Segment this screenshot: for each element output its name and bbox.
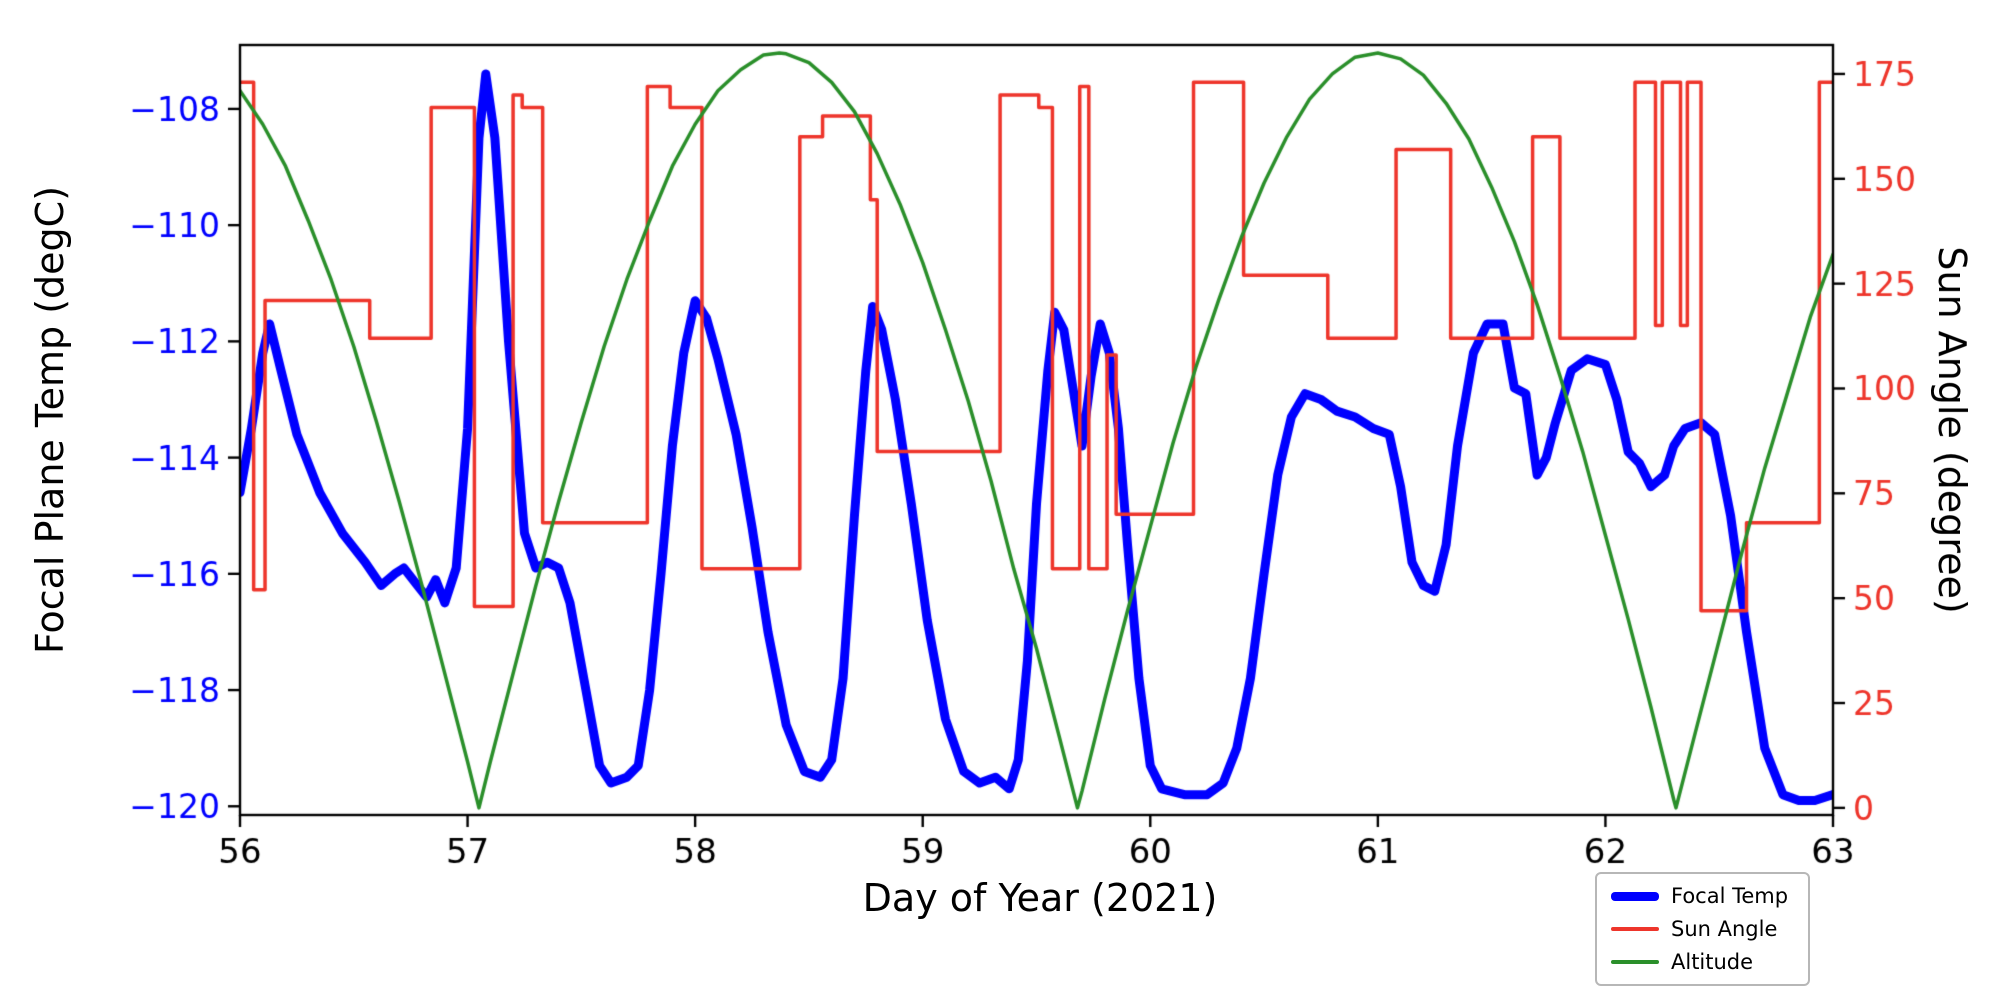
legend-item-focal-temp: Focal Temp [1611,884,1794,908]
legend-label-sun-angle: Sun Angle [1671,917,1778,941]
legend-label-focal-temp: Focal Temp [1671,884,1789,908]
legend-item-sun-angle: Sun Angle [1611,917,1794,941]
altitude-line-swatch [1611,960,1659,964]
right-axis-title: Sun Angle (degree) [1930,246,1974,614]
left-axis-title: Focal Plane Temp (degC) [28,185,72,655]
focal-temp-line-swatch [1611,891,1659,901]
legend-item-altitude: Altitude [1611,950,1794,974]
legend-label-altitude: Altitude [1671,950,1754,974]
x-axis-title: Day of Year (2021) [862,876,1218,920]
sun-angle-line-swatch [1611,927,1659,931]
legend: Focal Temp Sun Angle Altitude [1595,872,1810,986]
